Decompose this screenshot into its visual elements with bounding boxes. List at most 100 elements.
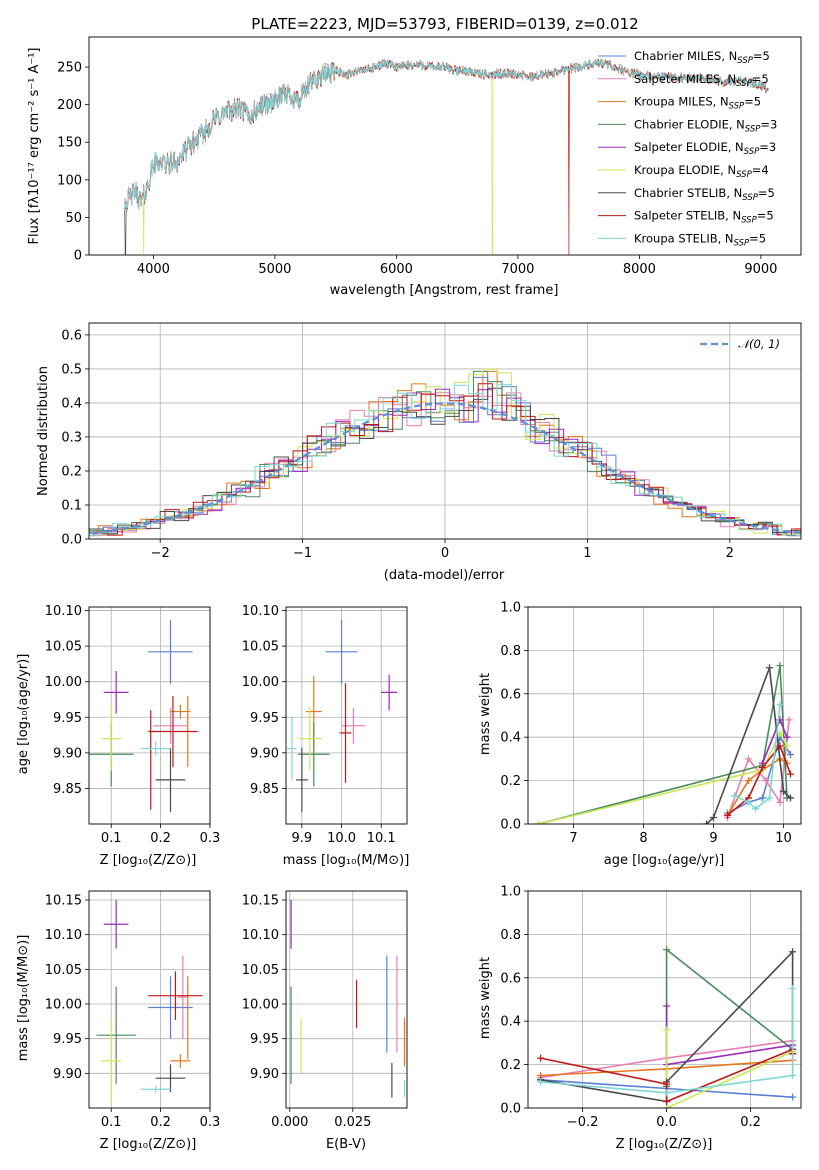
weight-marker-4: [783, 733, 791, 741]
plot-area: [89, 368, 801, 537]
y-tick-label: 250: [57, 61, 82, 76]
axes-frame: [527, 890, 802, 1109]
axes-frame: [285, 890, 408, 1109]
weight-marker-8: [776, 701, 784, 709]
spectrum-series-5: [123, 58, 769, 255]
histogram-ylabel: Normed distribution: [36, 366, 51, 496]
weight-marker-0: [787, 751, 794, 759]
weight-marker-6: [780, 787, 787, 795]
plot-area: [537, 946, 797, 1108]
weight-marker-3: [663, 946, 671, 954]
weight-line-3: [538, 664, 788, 824]
x-tick-label: 1: [583, 546, 591, 561]
z-weight-xlabel: Z [log₁₀(Z/Z⊙)]: [616, 1137, 713, 1152]
z-age-xlabel: Z [log₁₀(Z/Z⊙)]: [100, 853, 197, 868]
x-tick-label: 8: [639, 831, 647, 846]
y-tick-label: 50: [65, 211, 82, 226]
axes-frame: [88, 322, 802, 540]
histogram-xlabel: (data-model)/error: [384, 568, 505, 583]
plot-area: [290, 900, 406, 1098]
y-tick-label: 10.00: [45, 998, 82, 1013]
y-tick-label: 10.00: [242, 675, 279, 690]
ebv-mass-xlabel: E(B-V): [326, 1137, 366, 1152]
spectrum-ylabel: Flux [fλ10⁻¹⁷ erg cm⁻² s⁻¹ A⁻¹]: [27, 48, 42, 245]
x-tick-label: 0.1: [101, 831, 122, 846]
weight-marker-1: [762, 777, 770, 785]
axes-frame: [285, 606, 408, 825]
weight-line-5: [538, 732, 788, 824]
y-tick-label: 0.0: [500, 1102, 521, 1117]
spectrum-series-6: [123, 59, 769, 255]
y-tick-label: 9.95: [53, 711, 82, 726]
legend-entry: Kroupa STELIB, NSSP=5: [634, 231, 766, 248]
z-age-panel: 0.1 0.2 0.3 9.85 9.90 9.95 10.00 10.05 10.10: [45, 604, 221, 846]
y-tick-label: 9.90: [53, 1067, 82, 1082]
weight-marker-7: [724, 811, 731, 819]
y-tick-label: 100: [57, 173, 82, 188]
legend-entry: Chabrier STELIB, NSSP=5: [634, 186, 775, 203]
y-tick-label: 0.4: [61, 396, 82, 411]
z-age-ylabel: age [log₁₀(age/yr)]: [16, 654, 31, 775]
y-tick-label: 0.4: [500, 1015, 521, 1030]
x-tick-label: 5000: [258, 262, 291, 277]
x-tick-label: −2: [151, 546, 170, 561]
x-tick-label: 0.2: [150, 831, 171, 846]
x-tick-label: 0.025: [334, 1115, 371, 1130]
weight-marker-1: [745, 755, 752, 763]
legend-entry: Kroupa ELODIE, NSSP=4: [634, 163, 769, 180]
y-tick-label: 0.0: [61, 533, 82, 548]
y-tick-label: 9.95: [250, 1032, 279, 1047]
plot-area: [535, 662, 794, 824]
weight-marker-1: [785, 716, 793, 724]
x-tick-label: 10: [775, 831, 792, 846]
weight-marker-4: [663, 1002, 671, 1010]
weight-marker-8: [731, 792, 738, 800]
weight-marker-8: [663, 1089, 671, 1097]
y-tick-label: 0.8: [500, 644, 521, 659]
weight-marker-6: [787, 794, 794, 802]
mass-age-xlabel: mass [log₁₀(M/M⊙)]: [283, 853, 410, 868]
z-mass-xlabel: Z [log₁₀(Z/Z⊙)]: [100, 1137, 197, 1152]
residual-histogram-panel: −2 −1 0 1 2 0.0 0.1 0.2 0.3 0.4 0.5 0.6 𝒩(0, 1): [61, 322, 802, 561]
y-tick-label: 150: [57, 136, 82, 151]
axes-frame: [527, 606, 802, 825]
plot-area: [96, 900, 203, 1103]
x-tick-label: 9.9: [292, 831, 313, 846]
y-tick-label: 10.10: [242, 604, 279, 619]
y-tick-label: 10.05: [45, 963, 82, 978]
y-tick-label: 10.15: [45, 894, 82, 909]
x-tick-label: 8000: [623, 262, 656, 277]
weight-marker-7: [663, 1080, 671, 1088]
y-tick-label: 10.05: [242, 963, 279, 978]
weight-marker-6: [703, 820, 710, 824]
y-tick-label: 10.00: [242, 998, 279, 1013]
legend-entry: Salpeter ELODIE, NSSP=3: [634, 140, 776, 157]
weight-marker-2: [745, 777, 752, 785]
weight-marker-7: [776, 742, 784, 750]
y-tick-label: 9.85: [250, 782, 279, 797]
x-tick-label: 10.0: [327, 831, 356, 846]
plot-area: [89, 619, 198, 812]
z-weight-ylabel: mass weight: [478, 957, 493, 1039]
legend-entry: Kroupa MILES, NSSP=5: [634, 95, 761, 112]
age-weight-panel: 7 8 9 10 0.0 0.2 0.4 0.6 0.8 1.0: [500, 601, 802, 846]
x-tick-label: 10.1: [367, 831, 396, 846]
axes-frame: [88, 606, 211, 825]
y-tick-label: 9.90: [250, 1067, 279, 1082]
weight-marker-0: [789, 1093, 797, 1101]
y-tick-label: 0.5: [61, 362, 82, 377]
weight-marker-7: [787, 770, 794, 778]
weight-marker-0: [759, 794, 766, 802]
weight-marker-8: [537, 1078, 545, 1086]
y-tick-label: 1.0: [500, 885, 521, 900]
spectrum-xlabel: wavelength [Angstrom, rest frame]: [330, 283, 559, 298]
y-tick-label: 9.90: [53, 746, 82, 761]
x-tick-label: 9: [709, 831, 717, 846]
x-tick-label: 0: [441, 546, 449, 561]
mass-age-panel: 9.9 10.0 10.1 9.85 9.90 9.95 10.00 10.05 10.10: [242, 604, 408, 846]
histogram-series-7: [89, 383, 801, 536]
x-tick-label: 0.3: [200, 831, 221, 846]
y-tick-label: 0.0: [500, 818, 521, 833]
weight-line-8: [540, 988, 794, 1094]
y-tick-label: 10.10: [45, 604, 82, 619]
